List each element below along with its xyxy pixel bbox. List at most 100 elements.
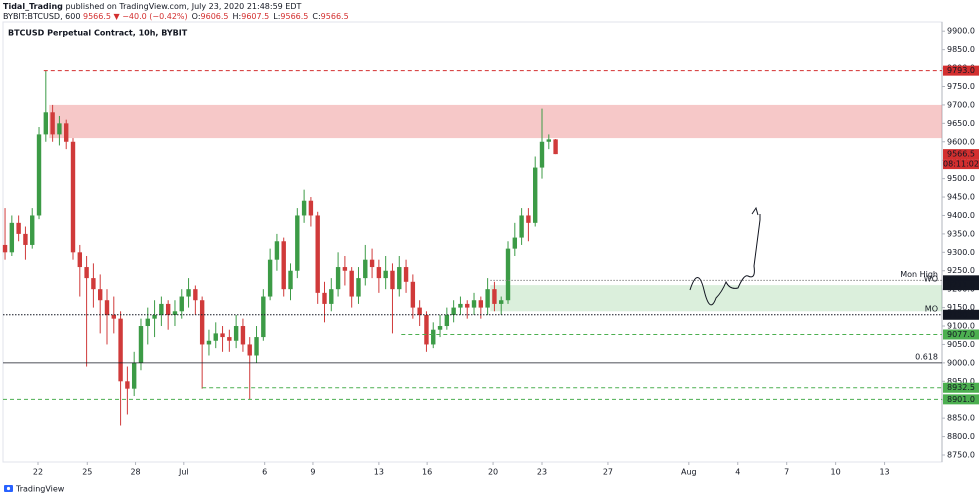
- y-tick-label: 9000.0: [947, 358, 975, 367]
- candle-body: [519, 215, 524, 238]
- y-tick-label: 9300.0: [947, 248, 975, 257]
- candle-body: [36, 134, 42, 216]
- candle-body: [172, 311, 178, 315]
- x-tick-label: 23: [537, 468, 547, 477]
- candle-body: [9, 222, 15, 253]
- candle-body: [240, 326, 246, 345]
- y-tick-label: 9450.0: [947, 193, 975, 202]
- y-tick-label: 9600.0: [947, 137, 975, 146]
- projection-arrow: [689, 214, 761, 306]
- chart-title: BTCUSD Perpetual Contract, 10h, BYBIT: [8, 29, 188, 38]
- candle-body: [308, 200, 314, 216]
- candle-body: [118, 318, 123, 382]
- symbol-line: BYBIT:BTCUSD, 600 9566.5 ▼ −40.0 (−0.42%…: [3, 12, 349, 21]
- candle-body: [57, 123, 62, 135]
- price-label-bg: [943, 65, 979, 76]
- candle-body: [43, 112, 49, 135]
- price-label: 8901.0: [947, 395, 975, 404]
- candle-body: [349, 270, 354, 297]
- last-price: 9566.5: [83, 12, 111, 21]
- candle-body: [546, 139, 551, 142]
- candle-body: [138, 326, 144, 363]
- candle-body: [77, 252, 83, 268]
- change: ▼ −40.0 (−0.42%): [114, 12, 188, 21]
- level-text: WO: [924, 275, 938, 284]
- candle-body: [30, 215, 35, 245]
- y-tick-label: 8850.0: [947, 414, 975, 423]
- candle-body: [478, 300, 484, 308]
- candle-body: [159, 303, 164, 315]
- candle-body: [23, 233, 28, 245]
- candle-body: [220, 333, 225, 338]
- x-tick-label: 13: [374, 468, 384, 477]
- candle-body: [431, 329, 436, 345]
- x-tick-label: 16: [422, 468, 432, 477]
- price-label-bg: [943, 329, 979, 340]
- candle-body: [206, 340, 212, 345]
- publish-line: Tidal_Trading published on TradingView.c…: [3, 2, 302, 11]
- price-label-bg: [943, 382, 979, 393]
- x-tick-label: 7: [784, 468, 789, 477]
- candle-body: [179, 296, 184, 312]
- ohlc-key: L:: [273, 12, 280, 21]
- candle-body: [301, 200, 307, 216]
- y-tick-label: 9900.0: [947, 27, 975, 36]
- ohlc-value: 9566.5: [280, 12, 308, 21]
- candle-body: [335, 267, 341, 290]
- y-tick-label: 9650.0: [947, 119, 975, 128]
- candle-body: [247, 344, 252, 356]
- candle-body: [288, 270, 293, 290]
- price-label: 9077.0: [947, 330, 975, 339]
- candle-body: [227, 337, 232, 341]
- candle-body: [492, 289, 497, 304]
- x-tick-label: 6: [262, 468, 267, 477]
- price-label-bg: [943, 280, 979, 291]
- x-tick-label: 13: [879, 468, 889, 477]
- y-tick-label: 8950.0: [947, 377, 975, 386]
- candle-body: [295, 215, 300, 271]
- candle-body: [16, 222, 21, 234]
- price-label: 9793.0: [947, 66, 975, 75]
- candle-body: [342, 267, 348, 271]
- ohlc-key: C:: [312, 12, 320, 21]
- candle-body: [64, 123, 69, 142]
- x-tick-label: 20: [488, 468, 498, 477]
- candle-body: [397, 267, 402, 290]
- candle-body: [145, 318, 150, 327]
- countdown: 08:11:02: [943, 160, 979, 169]
- y-tick-label: 9100.0: [947, 322, 975, 331]
- x-tick-label: 25: [82, 468, 92, 477]
- candle-body: [131, 362, 137, 389]
- ohlc-value: 9607.5: [241, 12, 269, 21]
- candle-body: [485, 289, 490, 308]
- ohlc-key: O:: [192, 12, 201, 21]
- published: published on TradingView.com, July 23, 2…: [65, 2, 301, 11]
- ohlc-key: H:: [233, 12, 242, 21]
- tv-logo: [4, 485, 13, 492]
- candle-body: [315, 215, 320, 293]
- candle-body: [186, 289, 191, 297]
- x-tick-label: 27: [603, 468, 613, 477]
- candle-body: [512, 237, 518, 249]
- y-tick-label: 9050.0: [947, 340, 975, 349]
- price-label-bg: [943, 394, 979, 405]
- ohlc-value: 9606.5: [201, 12, 229, 21]
- candle-body: [403, 267, 409, 282]
- candle-body: [533, 167, 538, 223]
- y-tick-label: 9700.0: [947, 100, 975, 109]
- candle-body: [553, 139, 558, 155]
- level-text: 0.618: [915, 352, 938, 361]
- candle-body: [261, 296, 266, 338]
- y-tick-label: 9250.0: [947, 266, 975, 275]
- ohlc: O:9606.5 H:9607.5 L:9566.5 C:9566.5: [192, 12, 349, 21]
- candle-body: [363, 259, 368, 279]
- chart-frame: [2, 21, 943, 463]
- candle-body: [539, 141, 545, 168]
- y-tick-label: 9750.0: [947, 82, 975, 91]
- candle-body: [424, 314, 429, 345]
- candle-body: [329, 289, 334, 304]
- x-tick-label: Jul: [178, 468, 189, 477]
- candle-body: [437, 326, 443, 330]
- candle-body: [322, 292, 327, 304]
